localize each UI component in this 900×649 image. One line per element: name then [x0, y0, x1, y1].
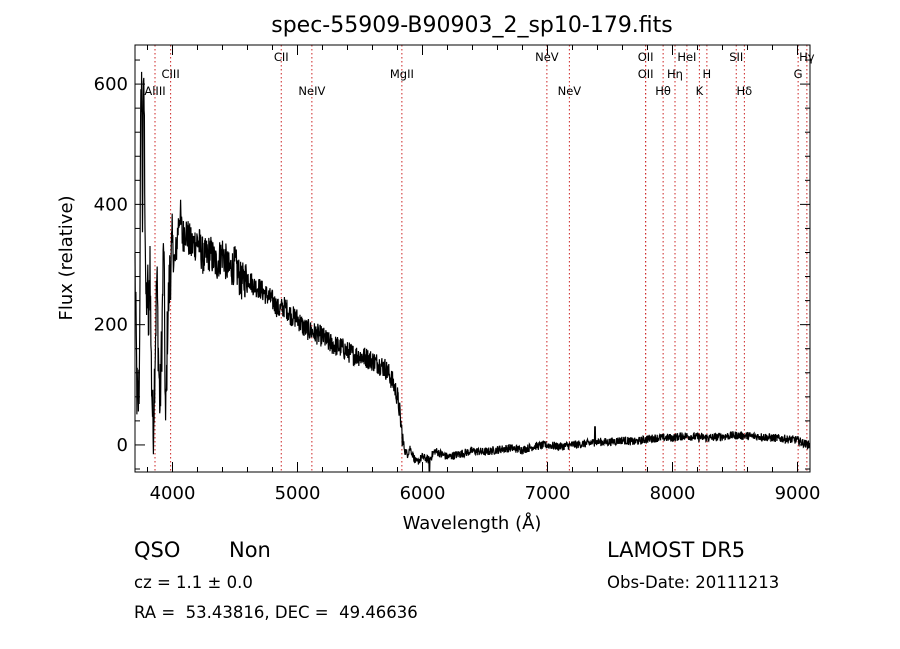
emission-line-label: SII	[729, 50, 743, 64]
x-tick-label: 9000	[775, 483, 821, 504]
emission-line-label: NeV	[535, 50, 559, 64]
emission-line-label: MgII	[390, 67, 414, 81]
object-class: QSO	[134, 538, 181, 562]
chart-title: spec-55909-B90903_2_sp10-179.fits	[271, 13, 673, 38]
y-axis: 0 200 400 600	[94, 59, 810, 470]
emission-line-label: G	[794, 67, 803, 81]
spectrum-series	[134, 71, 811, 472]
emission-line-label: Hθ	[655, 84, 671, 98]
emission-line-label: OII	[638, 50, 654, 64]
y-axis-label: Flux (relative)	[56, 195, 77, 320]
emission-line-label: HeI	[677, 50, 696, 64]
x-axis: 4000 5000 6000 7000 8000 9000	[147, 45, 821, 504]
emission-line-label: CIII	[162, 67, 180, 81]
x-tick-label: 5000	[275, 483, 321, 504]
x-tick-label: 4000	[150, 483, 196, 504]
emission-line-label: NeIV	[298, 84, 325, 98]
emission-line-label: Hγ	[799, 50, 815, 64]
y-tick-label: 600	[94, 74, 128, 95]
emission-line-label: NeV	[558, 84, 582, 98]
emission-line-labels: AlIIICIIICIINeIVMgIINeVNeVOIIOIIHθHηHeIK…	[144, 50, 814, 98]
y-tick-label: 200	[94, 315, 128, 336]
ra-dec-coordinates: RA = 53.43816, DEC = 49.46636	[134, 603, 418, 622]
emission-line-label: CII	[274, 50, 289, 64]
emission-line-label: Hδ	[737, 84, 753, 98]
object-subclass: Non	[229, 538, 271, 562]
observation-date: Obs-Date: 20111213	[607, 573, 780, 592]
y-tick-label: 0	[117, 435, 128, 456]
emission-line-label: K	[696, 84, 704, 98]
x-tick-label: 8000	[650, 483, 696, 504]
emission-line-label: AlIII	[144, 84, 165, 98]
x-tick-label: 6000	[400, 483, 446, 504]
x-tick-label: 7000	[525, 483, 571, 504]
y-tick-label: 400	[94, 194, 128, 215]
survey-name: LAMOST DR5	[607, 538, 746, 562]
emission-line-label: OII	[638, 67, 654, 81]
x-axis-label: Wavelength (Å)	[403, 512, 542, 534]
emission-line-label: H	[703, 67, 712, 81]
emission-line-label: Hη	[667, 67, 683, 81]
redshift-cz: cz = 1.1 ± 0.0	[134, 573, 253, 592]
emission-line-markers	[154, 45, 808, 472]
